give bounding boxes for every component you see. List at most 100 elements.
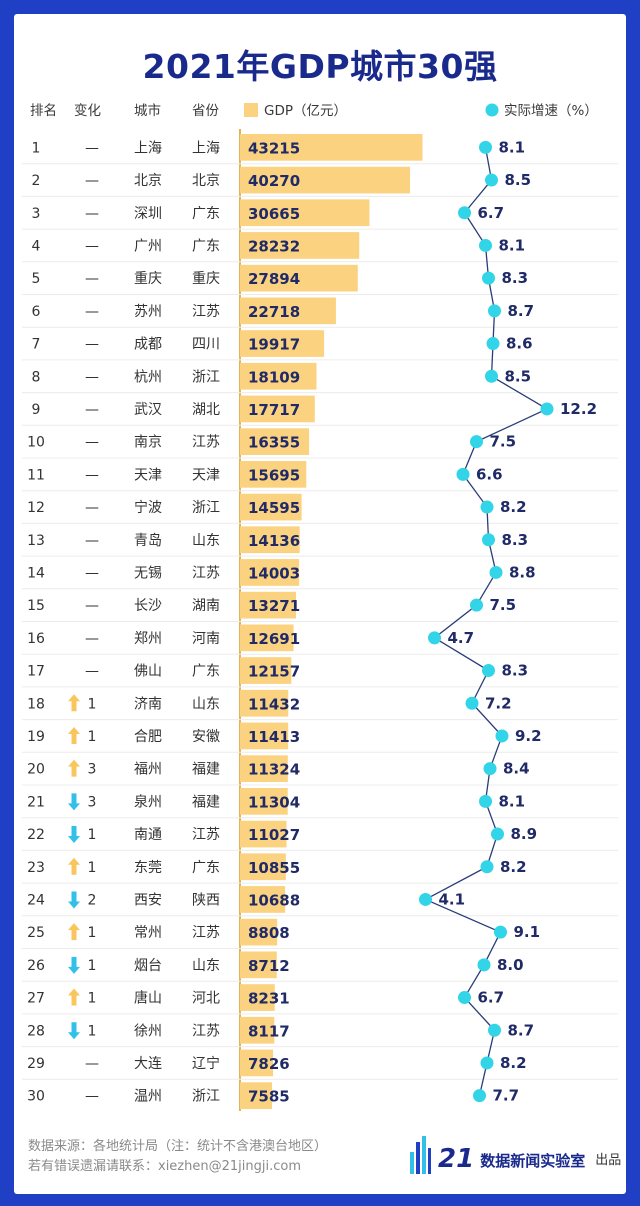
brand-block: 21 数据新闻实验室 出品 bbox=[408, 1130, 621, 1174]
gdp-value-label: 28232 bbox=[248, 237, 300, 255]
growth-dot bbox=[479, 794, 492, 808]
growth-value-label: 12.2 bbox=[560, 400, 597, 418]
growth-value-label: 8.1 bbox=[499, 236, 526, 254]
rank-label: 13 bbox=[27, 533, 45, 549]
gdp-bar bbox=[240, 1082, 273, 1109]
city-label: 西安 bbox=[134, 892, 162, 908]
rank-label: 4 bbox=[32, 238, 41, 254]
province-label: 浙江 bbox=[192, 369, 220, 385]
growth-value-label: 8.3 bbox=[502, 662, 529, 680]
gdp-value-label: 14595 bbox=[248, 499, 300, 517]
growth-dot bbox=[465, 696, 479, 710]
city-label: 青岛 bbox=[134, 533, 162, 549]
change-label: 1 bbox=[88, 1023, 97, 1039]
growth-value-label: 8.6 bbox=[506, 335, 533, 353]
gdp-value-label: 19917 bbox=[248, 336, 300, 354]
growth-value-label: 4.7 bbox=[448, 629, 475, 647]
growth-dot bbox=[482, 533, 495, 547]
growth-dot bbox=[479, 140, 492, 154]
change-label: — bbox=[85, 238, 99, 254]
gdp-value-label: 27894 bbox=[248, 270, 300, 288]
gdp-value-label: 14003 bbox=[248, 564, 300, 582]
arrow-down-icon bbox=[68, 793, 80, 811]
footer-contact: 若有错误遗漏请联系：xiezhen@21jingji.com bbox=[28, 1159, 301, 1174]
arrow-up-icon bbox=[68, 759, 80, 777]
gdp-bar bbox=[240, 428, 310, 455]
province-label: 上海 bbox=[192, 140, 220, 156]
rank-label: 12 bbox=[27, 500, 45, 516]
growth-value-label: 8.5 bbox=[505, 367, 532, 385]
gdp-bar bbox=[240, 166, 411, 194]
change-label: — bbox=[85, 533, 99, 549]
gdp-bar bbox=[240, 232, 360, 259]
arrow-up-icon bbox=[68, 857, 80, 875]
gdp-value-label: 8117 bbox=[248, 1022, 290, 1040]
rank-label: 21 bbox=[27, 794, 45, 810]
city-label: 温州 bbox=[134, 1089, 162, 1105]
rank-label: 20 bbox=[27, 762, 45, 778]
province-label: 湖南 bbox=[192, 598, 220, 614]
city-label: 南通 bbox=[134, 827, 162, 843]
province-label: 浙江 bbox=[192, 500, 220, 516]
growth-dot bbox=[483, 762, 497, 776]
province-label: 广东 bbox=[192, 238, 220, 254]
province-label: 江苏 bbox=[192, 304, 220, 320]
header-province: 省份 bbox=[192, 103, 219, 119]
growth-dot bbox=[470, 435, 483, 449]
province-label: 天津 bbox=[192, 467, 220, 483]
change-label: — bbox=[85, 500, 99, 516]
gdp-value-label: 11027 bbox=[248, 826, 300, 844]
legend-growth-dot bbox=[485, 103, 499, 117]
gdp-value-label: 12691 bbox=[248, 630, 300, 648]
rank-label: 14 bbox=[27, 565, 45, 581]
rank-label: 8 bbox=[32, 369, 41, 385]
growth-dot bbox=[494, 925, 507, 939]
province-label: 河北 bbox=[192, 991, 220, 1007]
growth-dot bbox=[479, 238, 492, 252]
growth-dot bbox=[495, 729, 509, 743]
growth-dot bbox=[489, 565, 503, 579]
rank-label: 16 bbox=[27, 631, 45, 647]
arrow-up-icon bbox=[68, 694, 80, 712]
rank-label: 26 bbox=[27, 958, 45, 974]
rank-label: 28 bbox=[27, 1023, 45, 1039]
rank-label: 15 bbox=[27, 598, 45, 614]
province-label: 福建 bbox=[192, 762, 220, 778]
city-label: 烟台 bbox=[134, 958, 162, 974]
gdp-bar bbox=[240, 461, 307, 488]
arrow-down-icon bbox=[68, 956, 80, 974]
city-label: 大连 bbox=[134, 1056, 162, 1072]
gdp-value-label: 7826 bbox=[248, 1055, 290, 1073]
gdp-bar bbox=[240, 526, 300, 554]
chart-svg: 排名 变化 城市 省份 GDP（亿元） 实际增速（%） 1 — 上海 上海 2 — 北京 北京… bbox=[22, 102, 618, 1111]
gdp-bar bbox=[240, 820, 287, 848]
growth-value-label: 8.0 bbox=[497, 956, 524, 974]
province-label: 江苏 bbox=[192, 565, 220, 581]
city-label: 天津 bbox=[134, 467, 162, 483]
growth-value-label: 8.7 bbox=[508, 302, 535, 320]
rank-label: 2 bbox=[32, 173, 41, 189]
city-label: 宁波 bbox=[134, 499, 162, 516]
growth-value-label: 7.7 bbox=[493, 1087, 520, 1105]
change-label: 1 bbox=[88, 925, 97, 941]
arrow-down-icon bbox=[68, 1022, 80, 1040]
growth-dot bbox=[477, 958, 491, 972]
change-label: — bbox=[85, 206, 99, 222]
city-label: 重庆 bbox=[134, 271, 162, 287]
province-label: 广东 bbox=[192, 860, 220, 876]
chart-title: 2021年GDP城市30强 bbox=[142, 47, 498, 86]
city-label: 合肥 bbox=[134, 729, 162, 745]
rank-label: 1 bbox=[32, 140, 41, 156]
province-label: 广东 bbox=[192, 206, 220, 222]
change-label: — bbox=[85, 631, 99, 647]
rank-label: 9 bbox=[32, 402, 41, 418]
gdp-bar bbox=[240, 951, 277, 979]
growth-value-label: 7.2 bbox=[485, 694, 512, 712]
rank-label: 24 bbox=[27, 892, 45, 908]
change-label: — bbox=[85, 598, 99, 614]
gdp-bar bbox=[240, 297, 336, 325]
province-label: 江苏 bbox=[192, 435, 220, 451]
growth-dot bbox=[470, 598, 483, 612]
header-rank: 排名 bbox=[30, 103, 57, 119]
growth-value-label: 8.1 bbox=[499, 792, 526, 810]
